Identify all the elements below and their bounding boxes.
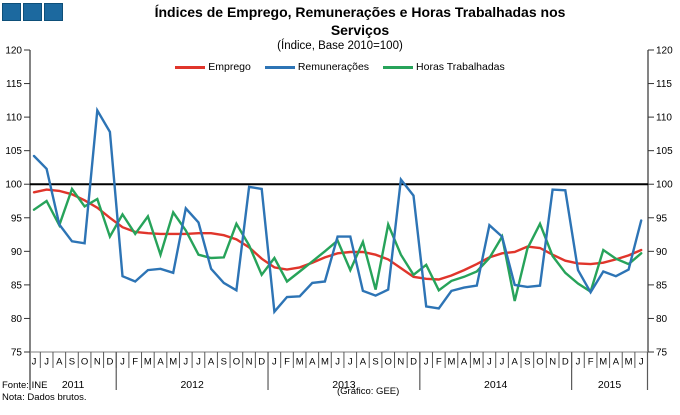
month-label: F bbox=[132, 357, 138, 368]
month-label: N bbox=[94, 357, 101, 368]
month-label: J bbox=[272, 357, 277, 368]
y-axis-label-right: 115 bbox=[656, 79, 672, 90]
legend-item-emprego: Emprego bbox=[175, 61, 251, 73]
y-axis-label-right: 80 bbox=[656, 314, 668, 325]
y-axis-label-right: 85 bbox=[656, 280, 668, 291]
month-label: D bbox=[258, 357, 265, 368]
year-label: 2011 bbox=[62, 379, 85, 391]
y-axis-label-left: 75 bbox=[11, 348, 23, 359]
chart-title-line1: Índices de Emprego, Remunerações e Horas… bbox=[154, 4, 566, 20]
month-label: J bbox=[500, 357, 505, 368]
year-label: 2014 bbox=[484, 379, 508, 391]
year-label: 2013 bbox=[332, 379, 356, 391]
month-label: J bbox=[32, 357, 37, 368]
month-label: A bbox=[56, 357, 63, 368]
y-axis-label-left: 120 bbox=[5, 46, 22, 57]
month-label: O bbox=[233, 357, 240, 368]
y-axis-label-left: 115 bbox=[6, 79, 22, 90]
month-label: A bbox=[461, 357, 468, 368]
month-label: N bbox=[246, 357, 253, 368]
legend-line-swatch bbox=[175, 65, 206, 69]
month-label: O bbox=[81, 357, 88, 368]
y-axis-label-right: 95 bbox=[656, 213, 668, 224]
month-label: M bbox=[473, 357, 481, 368]
y-axis-label-right: 90 bbox=[656, 247, 668, 258]
month-label: M bbox=[144, 357, 152, 368]
month-label: M bbox=[625, 357, 633, 368]
month-label: A bbox=[512, 357, 519, 368]
month-label: S bbox=[221, 357, 227, 368]
chart-title: Índices de Emprego, Remunerações e Horas… bbox=[60, 3, 660, 39]
year-label: 2012 bbox=[180, 379, 204, 391]
month-label: N bbox=[549, 357, 556, 368]
legend-item-horas-trabalhadas: Horas Trabalhadas bbox=[383, 61, 505, 73]
logo-square bbox=[23, 3, 42, 21]
month-label: J bbox=[487, 357, 492, 368]
month-label: O bbox=[536, 357, 543, 368]
month-label: S bbox=[372, 357, 378, 368]
month-label: F bbox=[284, 357, 290, 368]
chart-legend: Emprego Remunerações Horas Trabalhadas bbox=[30, 61, 650, 73]
month-label: M bbox=[447, 357, 455, 368]
y-axis-label-left: 95 bbox=[11, 213, 23, 224]
series-line-remunerações bbox=[32, 106, 643, 315]
month-label: J bbox=[183, 357, 188, 368]
month-label: A bbox=[360, 357, 367, 368]
logo-square bbox=[2, 3, 21, 21]
month-label: J bbox=[348, 357, 353, 368]
legend-line-swatch bbox=[383, 65, 414, 69]
month-label: A bbox=[309, 357, 316, 368]
month-label: F bbox=[588, 357, 594, 368]
y-axis-label-left: 90 bbox=[11, 247, 23, 258]
y-axis-label-right: 75 bbox=[656, 348, 668, 359]
month-label: O bbox=[385, 357, 392, 368]
month-label: A bbox=[157, 357, 164, 368]
y-axis-label-left: 100 bbox=[5, 180, 22, 191]
y-axis-label-right: 120 bbox=[656, 46, 673, 57]
chart-title-line2: Serviços bbox=[330, 22, 390, 38]
y-axis-label-right: 100 bbox=[656, 180, 673, 191]
month-label: D bbox=[106, 357, 113, 368]
month-label: F bbox=[436, 357, 442, 368]
month-label: M bbox=[321, 357, 329, 368]
month-label: D bbox=[562, 357, 569, 368]
data-note: Nota: Dados brutos. bbox=[2, 392, 87, 403]
month-label: M bbox=[169, 357, 177, 368]
month-label: S bbox=[524, 357, 530, 368]
month-label: M bbox=[296, 357, 304, 368]
chart-subtitle: (Índice, Base 2010=100) bbox=[277, 40, 403, 52]
legend-line-swatch bbox=[264, 65, 295, 69]
month-label: J bbox=[424, 357, 429, 368]
y-axis-label-left: 110 bbox=[6, 113, 22, 124]
legend-label: Horas Trabalhadas bbox=[416, 61, 505, 73]
credit-note: (Gráfico: GEE) bbox=[337, 386, 400, 397]
month-label: J bbox=[196, 357, 201, 368]
y-axis-label-left: 85 bbox=[11, 280, 23, 291]
source-note: Fonte: INE bbox=[2, 380, 48, 391]
month-label: A bbox=[613, 357, 620, 368]
legend-label: Emprego bbox=[208, 61, 251, 73]
month-label: J bbox=[120, 357, 125, 368]
logo-square bbox=[44, 3, 63, 21]
month-label: J bbox=[639, 357, 644, 368]
y-axis-label-left: 105 bbox=[5, 146, 22, 157]
y-axis-label-right: 110 bbox=[656, 113, 672, 124]
y-axis-label-left: 80 bbox=[11, 314, 23, 325]
month-label: D bbox=[410, 357, 417, 368]
gee-logo bbox=[2, 3, 63, 21]
month-label: A bbox=[208, 357, 215, 368]
month-label: S bbox=[69, 357, 75, 368]
month-label: M bbox=[599, 357, 607, 368]
month-label: N bbox=[397, 357, 404, 368]
month-label: J bbox=[576, 357, 581, 368]
y-axis-label-right: 105 bbox=[656, 146, 673, 157]
legend-label: Remunerações bbox=[297, 61, 370, 73]
month-label: J bbox=[335, 357, 340, 368]
month-label: J bbox=[44, 357, 49, 368]
year-label: 2015 bbox=[598, 379, 622, 391]
legend-item-remunerações: Remunerações bbox=[264, 61, 370, 73]
